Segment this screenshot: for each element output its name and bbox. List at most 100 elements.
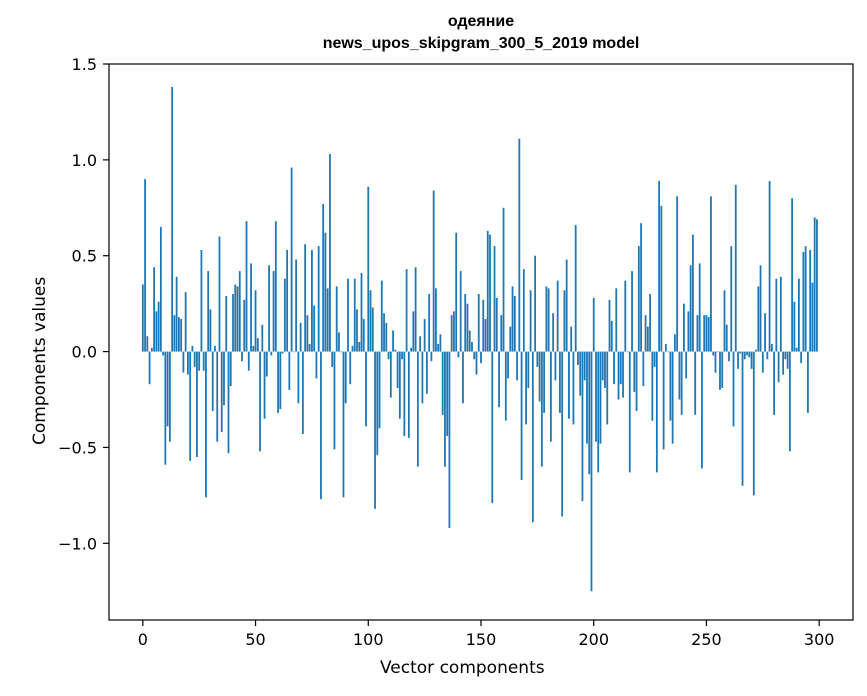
bar-112 (394, 349, 397, 352)
bar-12 (168, 351, 171, 442)
bar-134 (444, 351, 446, 467)
bar-204 (601, 351, 604, 381)
bar-3 (148, 351, 151, 385)
bar-1 (144, 179, 146, 352)
bar-251 (707, 317, 710, 352)
bar-19 (184, 292, 187, 352)
bar-179 (545, 286, 548, 352)
bar-190 (570, 326, 573, 352)
y-axis-ticks: −1.0 −0.5 0.0 0.5 1.0 1.5 (58, 55, 109, 553)
bar-135 (446, 351, 449, 436)
bar-224 (646, 326, 649, 352)
bar-208 (610, 320, 613, 352)
bar-293 (802, 251, 805, 352)
bar-219 (635, 351, 638, 412)
bar-184 (556, 280, 559, 352)
bar-104 (376, 351, 379, 456)
bar-246 (696, 315, 699, 352)
bar-66 (290, 167, 293, 352)
x-tick-label: 100 (353, 630, 384, 649)
bar-195 (581, 351, 584, 502)
bar-83 (329, 154, 331, 352)
bar-241 (685, 351, 688, 379)
bar-199 (590, 351, 593, 592)
bar-244 (692, 234, 694, 352)
bar-261 (730, 246, 733, 352)
bar-78 (317, 246, 320, 352)
bar-229 (658, 180, 661, 352)
y-tick-label: 0.0 (72, 343, 97, 362)
bar-75 (311, 249, 313, 352)
bar-178 (543, 351, 546, 413)
x-axis-label: Vector components (380, 658, 545, 678)
bar-7 (157, 301, 160, 352)
bar-211 (617, 351, 620, 400)
bar-198 (588, 351, 591, 475)
bar-29 (207, 271, 210, 352)
bar-22 (191, 345, 194, 352)
bar-46 (245, 221, 248, 352)
bar-194 (579, 351, 582, 396)
bar-31 (211, 351, 214, 412)
bar-238 (678, 351, 681, 400)
bar-120 (412, 311, 415, 352)
bar-145 (468, 330, 471, 352)
bar-109 (387, 351, 390, 360)
bar-33 (216, 351, 219, 442)
bar-236 (673, 334, 676, 352)
x-tick-label: 50 (245, 630, 265, 649)
bar-76 (313, 305, 316, 352)
bar-189 (568, 351, 570, 419)
bar-210 (615, 288, 618, 352)
bar-41 (234, 284, 237, 352)
bar-60 (277, 351, 279, 413)
bar-98 (362, 318, 365, 352)
bar-231 (662, 351, 665, 450)
bar-206 (606, 351, 609, 425)
bar-138 (453, 311, 455, 352)
bar-247 (698, 263, 701, 352)
bar-215 (626, 351, 629, 353)
bar-102 (371, 307, 374, 352)
bar-192 (574, 225, 577, 352)
bar-248 (701, 351, 703, 469)
bar-96 (358, 342, 361, 352)
bar-177 (540, 351, 543, 467)
bar-270 (750, 351, 753, 369)
bar-234 (669, 351, 672, 421)
bar-171 (527, 351, 530, 389)
bar-133 (441, 351, 444, 415)
bar-64 (286, 249, 289, 352)
bar-165 (513, 295, 516, 352)
bar-243 (689, 265, 692, 352)
bar-292 (800, 351, 803, 364)
x-tick-label: 150 (466, 630, 497, 649)
bar-159 (500, 315, 503, 352)
bar-149 (477, 294, 480, 352)
bar-68 (295, 259, 298, 352)
bar-132 (439, 334, 442, 352)
bar-264 (737, 351, 739, 369)
bar-35 (220, 351, 223, 433)
bar-166 (516, 351, 518, 381)
bar-265 (739, 351, 742, 354)
bar-294 (804, 246, 807, 352)
bar-200 (592, 297, 595, 352)
bar-69 (297, 351, 300, 404)
bar-289 (793, 301, 796, 352)
bar-8 (159, 226, 162, 352)
y-tick-label: 1.5 (72, 55, 97, 74)
bar-186 (561, 351, 564, 517)
bar-299 (816, 219, 818, 352)
bar-25 (198, 351, 201, 371)
bar-277 (766, 351, 769, 360)
bar-81 (324, 232, 327, 352)
bar-129 (432, 190, 435, 352)
bar-99 (365, 351, 367, 427)
bar-201 (595, 351, 597, 442)
bar-169 (522, 269, 525, 352)
bar-155 (491, 351, 494, 504)
bar-212 (619, 351, 622, 385)
y-tick-label: 0.5 (72, 247, 97, 266)
bar-85 (333, 351, 336, 450)
